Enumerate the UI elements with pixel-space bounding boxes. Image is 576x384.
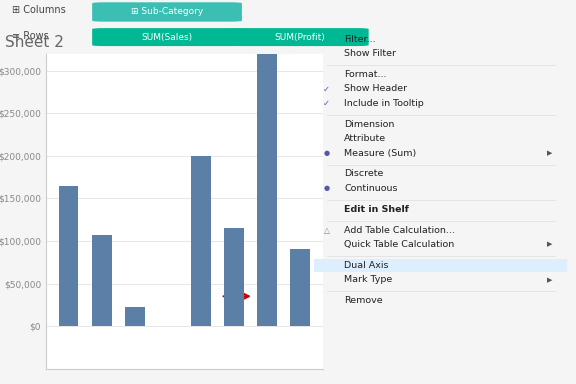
Text: Filter...: Filter... (344, 35, 376, 44)
Text: ≡ Rows: ≡ Rows (12, 31, 48, 41)
Bar (314, 259, 567, 272)
Text: Discrete: Discrete (344, 169, 384, 179)
Text: ▶: ▶ (547, 277, 552, 283)
Text: ▶: ▶ (547, 150, 552, 156)
Text: Dual Axis: Dual Axis (344, 261, 389, 270)
Text: SUM(Sales): SUM(Sales) (142, 33, 192, 41)
Text: Mark Type: Mark Type (344, 275, 393, 284)
Text: ●: ● (324, 150, 329, 156)
Text: ▶: ▶ (547, 242, 552, 247)
Text: Remove: Remove (344, 296, 383, 305)
Text: Sheet 2: Sheet 2 (5, 35, 63, 50)
Text: △: △ (324, 225, 329, 235)
Text: Add Table Calculation...: Add Table Calculation... (344, 225, 455, 235)
FancyBboxPatch shape (92, 28, 242, 46)
Bar (224, 228, 244, 326)
Bar (290, 250, 310, 326)
Text: Measure (Sum): Measure (Sum) (344, 149, 416, 157)
Text: Format...: Format... (344, 70, 387, 79)
Bar (59, 186, 78, 326)
Text: Show Header: Show Header (344, 84, 407, 93)
FancyArrowPatch shape (223, 293, 249, 299)
Text: Include in Tooltip: Include in Tooltip (344, 99, 424, 108)
Text: ⊞ Columns: ⊞ Columns (12, 5, 65, 15)
Text: Continuous: Continuous (344, 184, 398, 193)
Bar (125, 307, 145, 326)
Text: ⊞ Sub-Category: ⊞ Sub-Category (131, 7, 203, 17)
Text: SUM(Profit): SUM(Profit) (274, 33, 325, 41)
FancyBboxPatch shape (92, 2, 242, 22)
Text: ●: ● (324, 185, 329, 191)
Bar (257, 37, 277, 326)
Text: Attribute: Attribute (344, 134, 386, 143)
Bar (92, 235, 112, 326)
Text: Edit in Shelf: Edit in Shelf (344, 205, 409, 214)
Text: Quick Table Calculation: Quick Table Calculation (344, 240, 454, 249)
Bar (191, 156, 211, 326)
Text: Show Filter: Show Filter (344, 49, 396, 58)
FancyBboxPatch shape (230, 28, 369, 46)
Text: ✓: ✓ (323, 99, 330, 108)
Text: ✓: ✓ (323, 84, 330, 93)
Text: Dimension: Dimension (344, 120, 395, 129)
